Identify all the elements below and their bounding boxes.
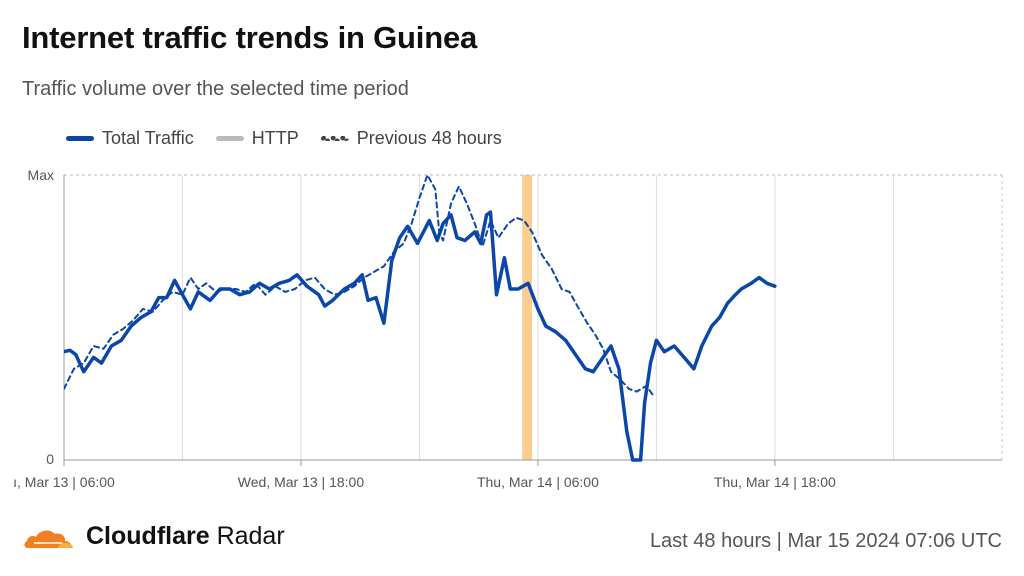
- legend-label-http: HTTP: [251, 128, 299, 148]
- brand-name-rest: Radar: [209, 522, 285, 550]
- brand-name: Cloudflare Radar: [86, 522, 285, 551]
- legend-swatch-http: [215, 136, 244, 141]
- legend-swatch-total: [66, 136, 94, 141]
- series-line-total-traffic: [64, 210, 777, 462]
- x-tick-label-1: Wed, Mar 13 | 18:00: [238, 474, 365, 490]
- chart-title: Internet traffic trends in Guinea: [22, 20, 478, 55]
- series-line-previous-48-hours: [64, 174, 656, 399]
- anomaly-highlight-band: [522, 175, 533, 460]
- traffic-chart: Max 0 ı, Mar 13 | 06:00 Wed, Mar 13 | 18:00…: [13, 167, 1003, 490]
- brand-name-bold: Cloudflare: [86, 522, 210, 550]
- x-tick-label-3: Thu, Mar 14 | 18:00: [714, 474, 836, 490]
- legend-item-total-traffic[interactable]: Total Traffic: [66, 128, 194, 149]
- x-tick-label-2: Thu, Mar 14 | 06:00: [477, 474, 599, 490]
- legend-swatch-previous: [320, 136, 349, 141]
- legend: Total Traffic HTTP Previous 48 hours: [66, 128, 502, 149]
- time-range-info: Last 48 hours | Mar 15 2024 07:06 UTC: [649, 530, 1002, 552]
- y-tick-label-max: Max: [28, 167, 54, 183]
- chart-subtitle: Traffic volume over the selected time pe…: [22, 78, 409, 100]
- legend-label-previous: Previous 48 hours: [356, 128, 502, 148]
- x-tick-label-0: ı, Mar 13 | 06:00: [13, 474, 115, 490]
- legend-item-http[interactable]: HTTP: [215, 128, 299, 149]
- legend-label-total: Total Traffic: [102, 128, 194, 148]
- cloudflare-logo-icon: [24, 529, 73, 548]
- legend-item-previous[interactable]: Previous 48 hours: [320, 128, 502, 149]
- cloudflare-radar-brand: Cloudflare Radar: [22, 522, 285, 551]
- y-tick-label-zero: 0: [46, 451, 54, 467]
